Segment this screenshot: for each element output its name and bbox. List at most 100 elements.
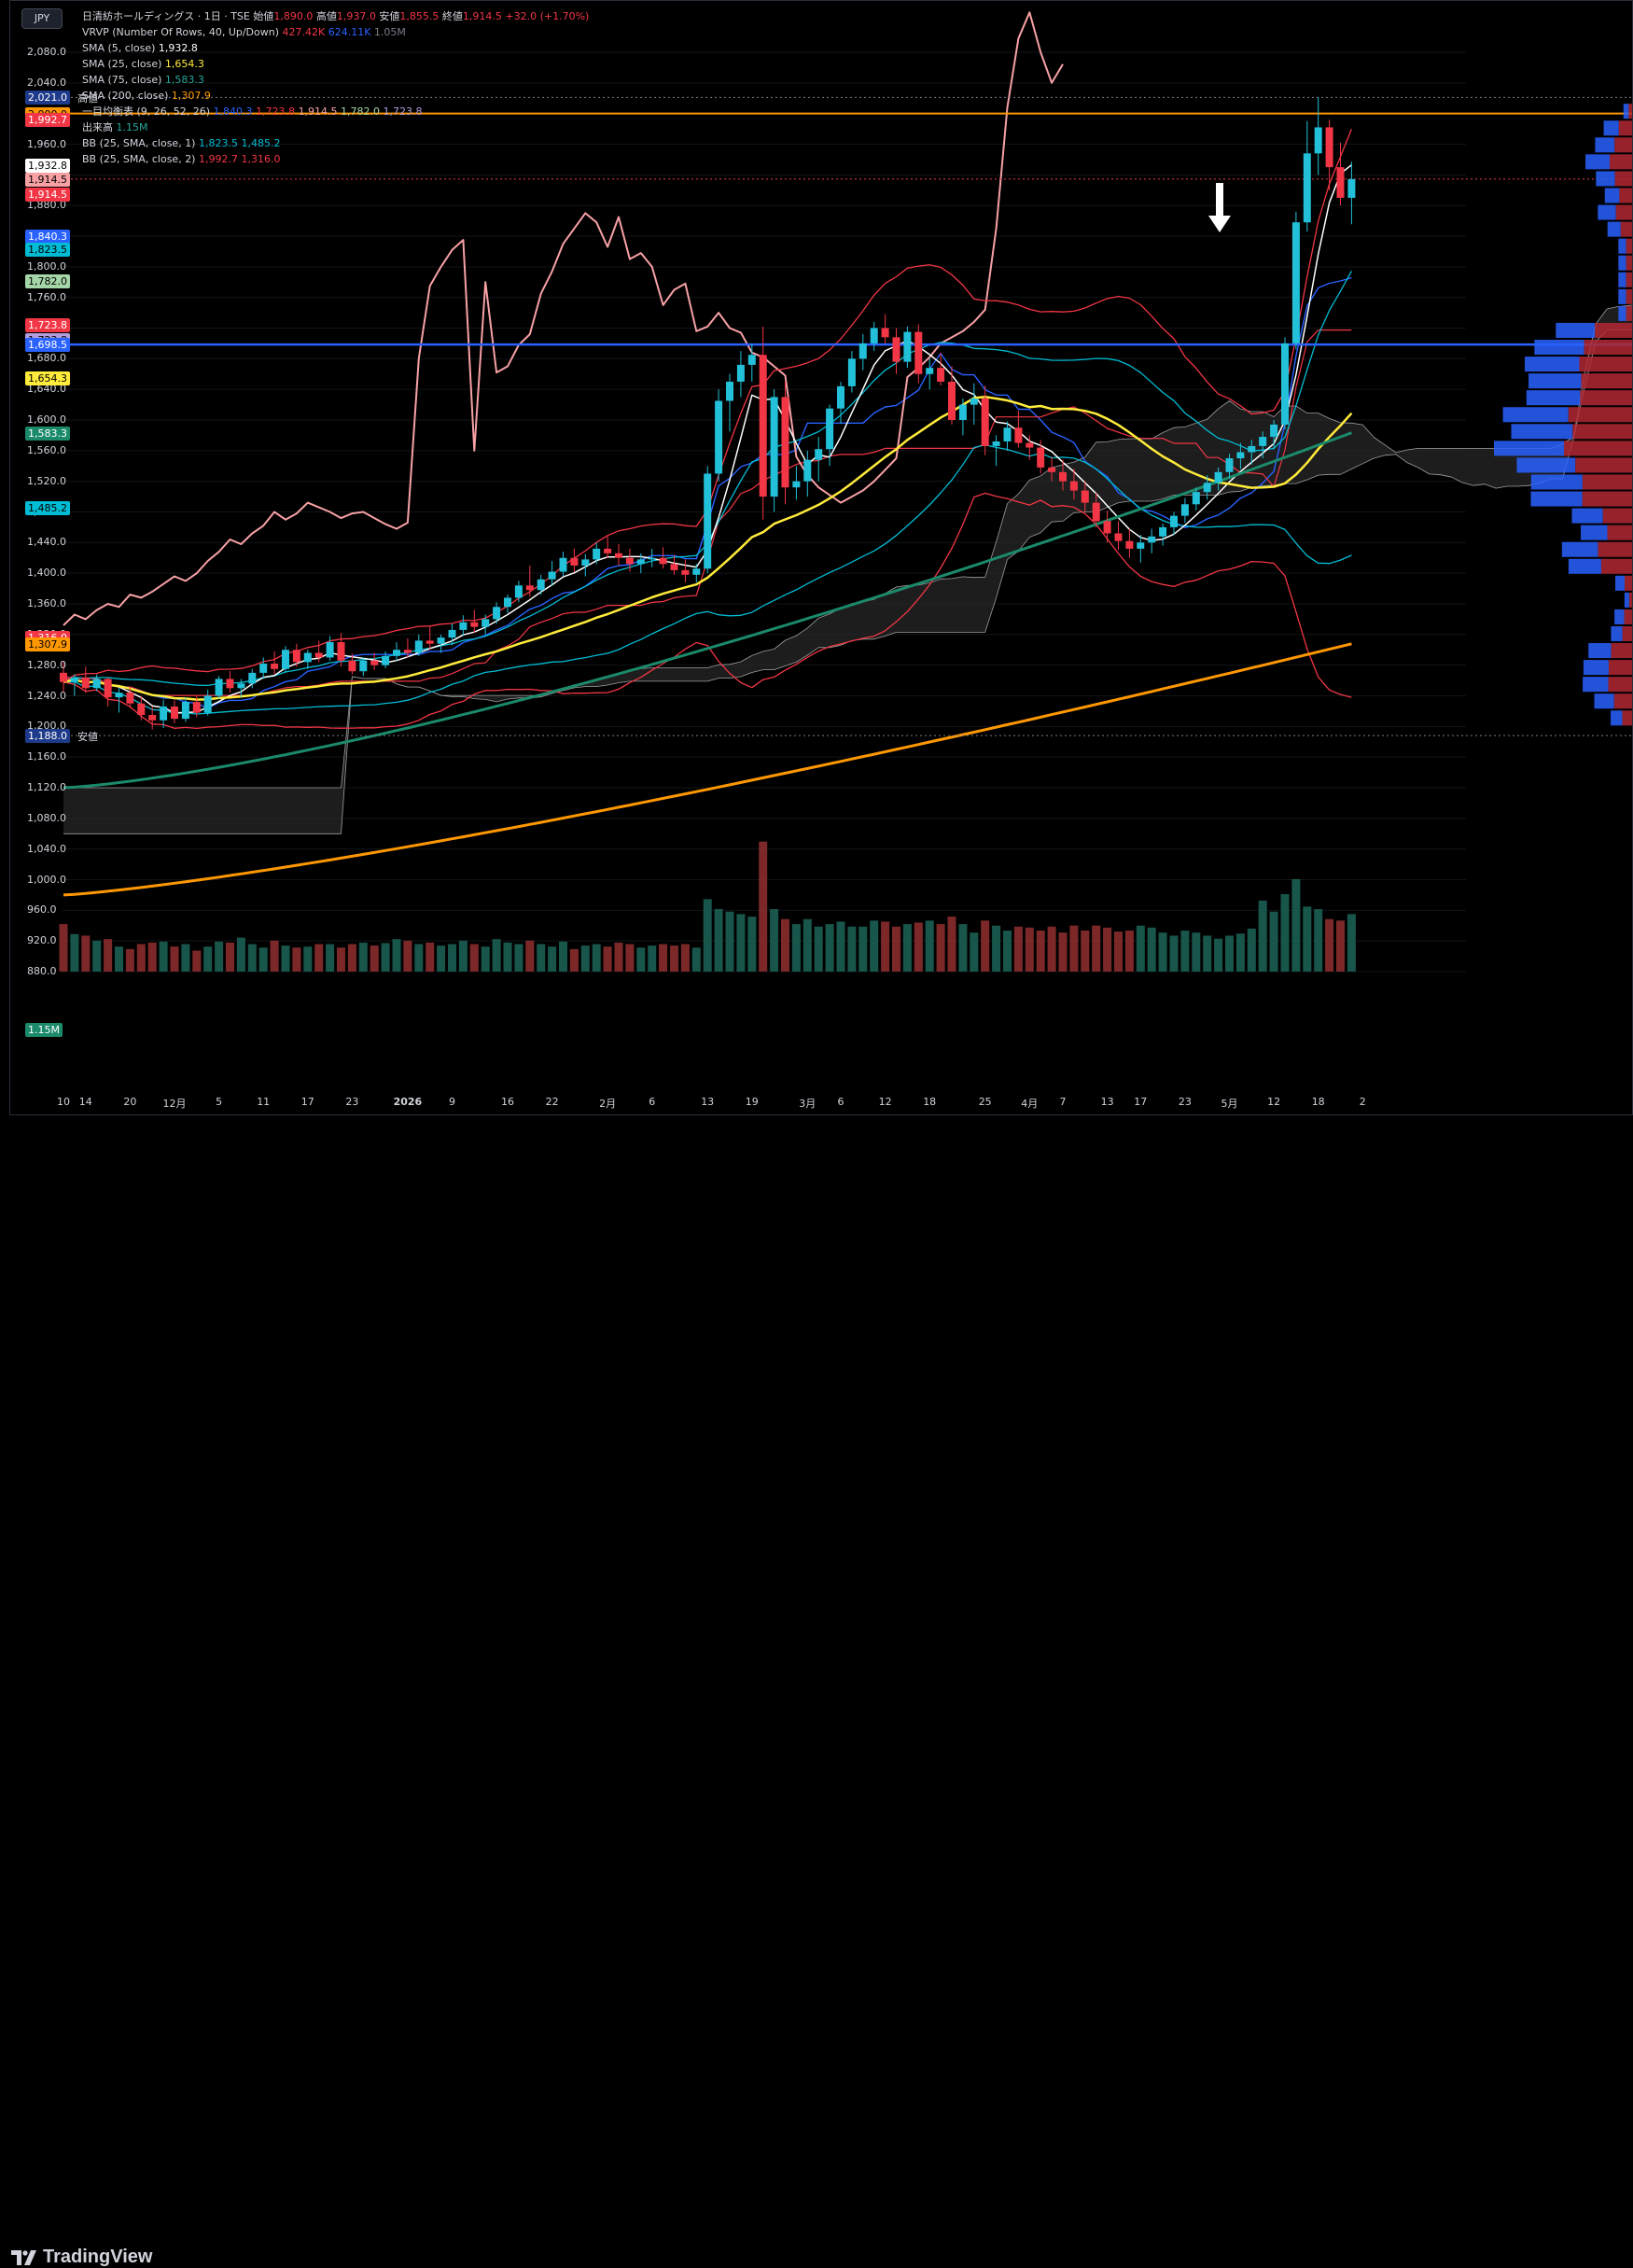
- candle-body: [293, 650, 300, 662]
- candle-body: [771, 397, 778, 497]
- volume-bar: [426, 943, 434, 972]
- volume-bar: [248, 945, 257, 972]
- volume-bar: [1059, 932, 1068, 972]
- candle-body: [216, 679, 223, 695]
- candle-body: [482, 619, 489, 626]
- volume-bar: [570, 949, 579, 972]
- price-chart[interactable]: [10, 1, 1633, 1115]
- vp-up-bar: [1604, 120, 1619, 135]
- price-tick-label: 1,760.0: [27, 291, 66, 303]
- volume-bar: [115, 946, 123, 972]
- volume-bar: [1248, 929, 1256, 972]
- price-tag: 2,021.0: [25, 91, 70, 105]
- vp-down-bar: [1603, 509, 1633, 524]
- time-tick-label: 18: [923, 1096, 936, 1108]
- candle-body: [438, 637, 445, 644]
- candle-body: [748, 355, 756, 365]
- time-tick-label: 9: [449, 1096, 455, 1108]
- volume-bar: [681, 945, 690, 972]
- candle-body: [148, 715, 156, 721]
- volume-bar: [726, 912, 734, 972]
- time-tick-label: 6: [649, 1096, 655, 1108]
- candle-body: [404, 650, 412, 652]
- low-marker-label: 安値: [77, 729, 98, 744]
- vp-up-bar: [1605, 188, 1620, 203]
- legend-sma25[interactable]: SMA (25, close) 1,654.3: [82, 56, 589, 72]
- vp-up-bar: [1581, 525, 1607, 540]
- footer: TradingView: [0, 1115, 1633, 1171]
- candle-body: [1281, 343, 1289, 425]
- time-tick-label: 17: [301, 1096, 314, 1108]
- volume-bar: [581, 945, 590, 972]
- price-tag: 1,723.8: [25, 318, 70, 332]
- candle-body: [570, 558, 578, 566]
- tradingview-logo[interactable]: TradingView: [11, 2247, 152, 2268]
- vp-up-bar: [1625, 593, 1629, 608]
- vp-down-bar: [1622, 710, 1633, 725]
- volume-bar: [1125, 931, 1134, 972]
- vp-down-bar: [1619, 120, 1633, 135]
- candle-body: [993, 441, 1000, 446]
- volume-bar: [548, 946, 556, 972]
- volume-bar: [692, 947, 701, 972]
- price-tick-label: 1,680.0: [27, 352, 66, 364]
- candle-body: [82, 678, 90, 688]
- vp-down-bar: [1619, 188, 1633, 203]
- volume-bar: [148, 943, 157, 972]
- volume-bar: [437, 945, 445, 972]
- candle-body: [859, 343, 867, 358]
- candle-body: [637, 559, 645, 564]
- vp-up-bar: [1595, 137, 1614, 152]
- legend-sma75[interactable]: SMA (75, close) 1,583.3: [82, 72, 589, 88]
- volume-bar: [1225, 935, 1234, 972]
- candle-body: [327, 642, 334, 657]
- candle-body: [193, 702, 201, 712]
- volume-bar: [604, 946, 612, 972]
- price-tag: 1,914.5: [25, 188, 70, 202]
- vp-up-bar: [1494, 441, 1564, 455]
- candle-body: [304, 653, 312, 663]
- volume-bar: [1336, 920, 1345, 972]
- volume-bar: [815, 927, 823, 972]
- legend-title-row[interactable]: 日清紡ホールディングス · 1日 · TSE 始値1,890.0 高値1,937…: [82, 8, 589, 24]
- volume-bar: [314, 945, 323, 972]
- vp-down-bar: [1626, 306, 1633, 321]
- price-tag: 1,932.8: [25, 159, 70, 173]
- price-tick-label: 1,280.0: [27, 659, 66, 671]
- legend-bb2[interactable]: BB (25, SMA, close, 2) 1,992.7 1,316.0: [82, 151, 589, 167]
- vp-up-bar: [1615, 576, 1625, 591]
- candle-body: [959, 405, 967, 420]
- vp-down-bar: [1625, 576, 1633, 591]
- legend-ichimoku[interactable]: 一目均衡表 (9, 26, 52, 26) 1,840.3 1,723.8 1,…: [82, 104, 589, 119]
- symbol-title: 日清紡ホールディングス · 1日 · TSE: [82, 10, 250, 22]
- volume-bar: [1214, 939, 1222, 972]
- candle-body: [671, 564, 678, 570]
- volume-bar: [203, 946, 212, 972]
- volume-bar: [914, 923, 923, 973]
- price-tag: 1,823.5: [25, 243, 70, 257]
- price-tick-label: 1,560.0: [27, 444, 66, 456]
- vp-up-bar: [1588, 643, 1611, 658]
- volume-bar: [892, 927, 900, 972]
- legend-sma200[interactable]: SMA (200, close) 1,307.9: [82, 88, 589, 104]
- volume-bar: [826, 924, 834, 972]
- vp-down-bar: [1569, 407, 1633, 422]
- vp-down-bar: [1598, 542, 1633, 557]
- candle-body: [449, 630, 456, 637]
- candle-body: [1337, 167, 1345, 198]
- price-tick-label: 1,000.0: [27, 874, 66, 886]
- candle-body: [914, 332, 922, 374]
- candle-body: [660, 558, 667, 565]
- volume-bar: [192, 951, 201, 973]
- legend-bb1[interactable]: BB (25, SMA, close, 1) 1,823.5 1,485.2: [82, 135, 589, 151]
- candle-body: [1070, 482, 1078, 491]
- vp-up-bar: [1611, 710, 1623, 725]
- currency-selector[interactable]: JPY: [21, 8, 63, 29]
- legend-volume[interactable]: 出来高 1.15M: [82, 119, 589, 135]
- time-tick-label: 2: [1360, 1096, 1366, 1108]
- volume-bar: [348, 945, 356, 972]
- price-tick-label: 1,440.0: [27, 536, 66, 548]
- legend-vrvp[interactable]: VRVP (Number Of Rows, 40, Up/Down) 427.4…: [82, 24, 589, 40]
- legend-sma5[interactable]: SMA (5, close) 1,932.8: [82, 40, 589, 56]
- tradingview-wordmark: TradingView: [43, 2247, 152, 2268]
